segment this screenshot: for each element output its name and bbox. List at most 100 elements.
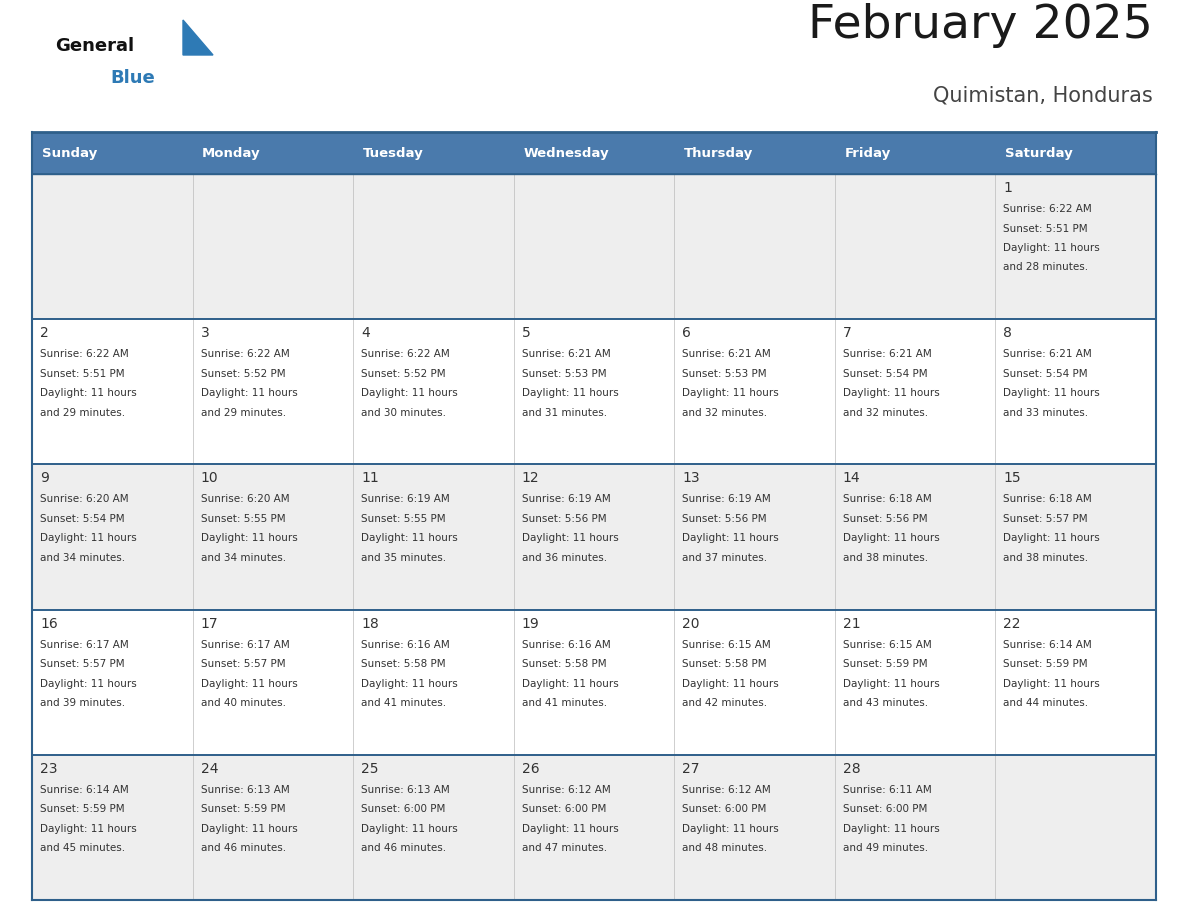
Text: Sunset: 5:51 PM: Sunset: 5:51 PM (40, 369, 125, 379)
Text: Sunrise: 6:18 AM: Sunrise: 6:18 AM (1004, 495, 1092, 504)
Text: Sunrise: 6:21 AM: Sunrise: 6:21 AM (1004, 349, 1092, 359)
Text: 13: 13 (682, 472, 700, 486)
Text: and 29 minutes.: and 29 minutes. (40, 408, 125, 418)
Text: and 30 minutes.: and 30 minutes. (361, 408, 447, 418)
Text: Sunrise: 6:21 AM: Sunrise: 6:21 AM (522, 349, 611, 359)
Text: 23: 23 (40, 762, 57, 776)
Text: Sunset: 5:58 PM: Sunset: 5:58 PM (522, 659, 606, 669)
Text: 3: 3 (201, 326, 209, 341)
Bar (996, 132, 1156, 174)
Text: Sunrise: 6:22 AM: Sunrise: 6:22 AM (1004, 204, 1092, 214)
Text: 26: 26 (522, 762, 539, 776)
Text: Blue: Blue (110, 69, 154, 87)
Text: 6: 6 (682, 326, 691, 341)
Text: Sunset: 5:57 PM: Sunset: 5:57 PM (40, 659, 125, 669)
Text: Sunset: 5:56 PM: Sunset: 5:56 PM (842, 514, 928, 524)
Text: Sunrise: 6:12 AM: Sunrise: 6:12 AM (682, 785, 771, 795)
Text: Daylight: 11 hours: Daylight: 11 hours (40, 823, 137, 834)
Text: and 39 minutes.: and 39 minutes. (40, 698, 125, 708)
Text: Thursday: Thursday (684, 147, 753, 160)
Text: 16: 16 (40, 617, 58, 631)
Bar (835, 132, 996, 174)
Text: Tuesday: Tuesday (362, 147, 424, 160)
Text: 5: 5 (522, 326, 531, 341)
Text: Sunrise: 6:20 AM: Sunrise: 6:20 AM (201, 495, 289, 504)
Text: Sunrise: 6:22 AM: Sunrise: 6:22 AM (361, 349, 450, 359)
Text: 18: 18 (361, 617, 379, 631)
Text: Sunrise: 6:17 AM: Sunrise: 6:17 AM (201, 640, 290, 650)
Text: 22: 22 (1004, 617, 1020, 631)
Text: Daylight: 11 hours: Daylight: 11 hours (201, 388, 297, 398)
Text: 11: 11 (361, 472, 379, 486)
Text: Sunset: 6:00 PM: Sunset: 6:00 PM (522, 804, 606, 814)
Text: February 2025: February 2025 (808, 3, 1154, 48)
Text: Sunrise: 6:22 AM: Sunrise: 6:22 AM (40, 349, 128, 359)
Text: Daylight: 11 hours: Daylight: 11 hours (522, 823, 619, 834)
Text: 20: 20 (682, 617, 700, 631)
Text: Daylight: 11 hours: Daylight: 11 hours (361, 388, 457, 398)
Text: Sunrise: 6:15 AM: Sunrise: 6:15 AM (842, 640, 931, 650)
Text: Daylight: 11 hours: Daylight: 11 hours (1004, 243, 1100, 253)
Bar (675, 132, 835, 174)
Text: and 31 minutes.: and 31 minutes. (522, 408, 607, 418)
Text: 2: 2 (40, 326, 49, 341)
Text: Daylight: 11 hours: Daylight: 11 hours (842, 678, 940, 688)
Text: Sunrise: 6:22 AM: Sunrise: 6:22 AM (201, 349, 290, 359)
Text: and 32 minutes.: and 32 minutes. (682, 408, 767, 418)
Text: Sunrise: 6:20 AM: Sunrise: 6:20 AM (40, 495, 128, 504)
Text: and 46 minutes.: and 46 minutes. (201, 844, 286, 854)
Text: Sunset: 5:54 PM: Sunset: 5:54 PM (40, 514, 125, 524)
Text: and 36 minutes.: and 36 minutes. (522, 553, 607, 563)
Bar (192, 132, 353, 174)
Text: Sunrise: 6:12 AM: Sunrise: 6:12 AM (522, 785, 611, 795)
Text: Daylight: 11 hours: Daylight: 11 hours (1004, 678, 1100, 688)
Text: and 32 minutes.: and 32 minutes. (842, 408, 928, 418)
Text: and 45 minutes.: and 45 minutes. (40, 844, 125, 854)
Text: 8: 8 (1004, 326, 1012, 341)
Text: 14: 14 (842, 472, 860, 486)
Text: Daylight: 11 hours: Daylight: 11 hours (1004, 533, 1100, 543)
Text: Daylight: 11 hours: Daylight: 11 hours (842, 823, 940, 834)
Bar (32, 465, 1156, 610)
Polygon shape (183, 20, 213, 55)
Text: Daylight: 11 hours: Daylight: 11 hours (361, 678, 457, 688)
Text: and 49 minutes.: and 49 minutes. (842, 844, 928, 854)
Text: Sunset: 5:58 PM: Sunset: 5:58 PM (361, 659, 446, 669)
Text: Sunset: 5:53 PM: Sunset: 5:53 PM (682, 369, 767, 379)
Text: Wednesday: Wednesday (524, 147, 609, 160)
Text: Sunrise: 6:14 AM: Sunrise: 6:14 AM (40, 785, 128, 795)
Text: Sunset: 5:55 PM: Sunset: 5:55 PM (201, 514, 285, 524)
Text: and 46 minutes.: and 46 minutes. (361, 844, 447, 854)
Text: Sunset: 5:53 PM: Sunset: 5:53 PM (522, 369, 606, 379)
Text: Sunday: Sunday (42, 147, 97, 160)
Text: 7: 7 (842, 326, 852, 341)
Text: and 47 minutes.: and 47 minutes. (522, 844, 607, 854)
Text: 28: 28 (842, 762, 860, 776)
Text: Sunrise: 6:13 AM: Sunrise: 6:13 AM (201, 785, 290, 795)
Text: and 28 minutes.: and 28 minutes. (1004, 263, 1088, 273)
Bar (32, 319, 1156, 465)
Text: and 38 minutes.: and 38 minutes. (842, 553, 928, 563)
Text: Daylight: 11 hours: Daylight: 11 hours (842, 388, 940, 398)
Text: Sunrise: 6:14 AM: Sunrise: 6:14 AM (1004, 640, 1092, 650)
Text: and 40 minutes.: and 40 minutes. (201, 698, 285, 708)
Text: Daylight: 11 hours: Daylight: 11 hours (40, 388, 137, 398)
Text: Sunset: 5:58 PM: Sunset: 5:58 PM (682, 659, 767, 669)
Bar (32, 132, 192, 174)
Text: Sunset: 5:59 PM: Sunset: 5:59 PM (40, 804, 125, 814)
Text: Sunset: 5:55 PM: Sunset: 5:55 PM (361, 514, 446, 524)
Text: Sunset: 5:51 PM: Sunset: 5:51 PM (1004, 223, 1088, 233)
Text: and 35 minutes.: and 35 minutes. (361, 553, 447, 563)
Text: Daylight: 11 hours: Daylight: 11 hours (522, 388, 619, 398)
Text: and 38 minutes.: and 38 minutes. (1004, 553, 1088, 563)
Text: 24: 24 (201, 762, 219, 776)
Text: Sunset: 5:57 PM: Sunset: 5:57 PM (201, 659, 285, 669)
Text: Daylight: 11 hours: Daylight: 11 hours (522, 678, 619, 688)
Text: Sunrise: 6:17 AM: Sunrise: 6:17 AM (40, 640, 128, 650)
Text: 12: 12 (522, 472, 539, 486)
Text: and 37 minutes.: and 37 minutes. (682, 553, 767, 563)
Text: and 29 minutes.: and 29 minutes. (201, 408, 286, 418)
Text: Sunset: 5:59 PM: Sunset: 5:59 PM (1004, 659, 1088, 669)
Text: Sunset: 6:00 PM: Sunset: 6:00 PM (842, 804, 928, 814)
Text: and 34 minutes.: and 34 minutes. (201, 553, 286, 563)
